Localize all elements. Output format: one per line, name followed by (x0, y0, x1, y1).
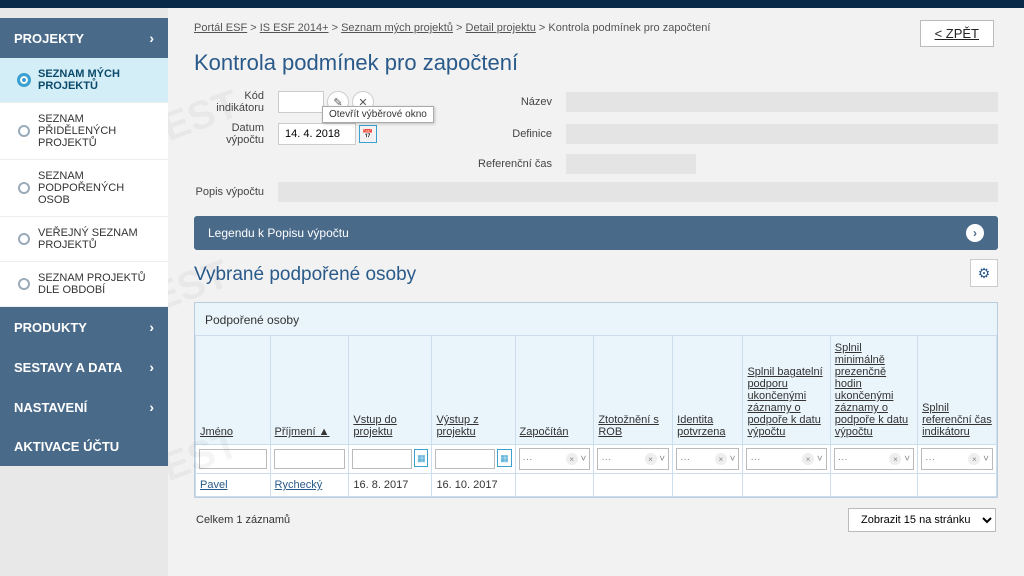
sidebar-item-verejny[interactable]: VEŘEJNÝ SEZNAM PROJEKTŮ (0, 217, 168, 262)
cell-vystup: 16. 10. 2017 (432, 474, 515, 497)
refcas-field (566, 154, 696, 174)
calendar-icon[interactable]: ▦ (497, 449, 511, 467)
calendar-icon[interactable]: 📅 (359, 125, 377, 143)
filter-zapocitan[interactable]: ···× ˅ (519, 448, 591, 470)
chevron-right-icon: › (149, 319, 154, 335)
sidebar-main-projekty[interactable]: PROJEKTY › (0, 18, 168, 58)
page-title: Kontrola podmínek pro započtení (194, 50, 998, 76)
sidebar-item-pridelenych[interactable]: SEZNAM PŘIDĚLENÝCH PROJEKTŮ (0, 103, 168, 160)
col-ztot[interactable]: Ztotožnění s ROB (594, 336, 673, 445)
chevron-right-icon: › (149, 399, 154, 415)
form: Kód indikátoru ✎ ✕ Otevřít výběrové okno… (194, 90, 998, 202)
breadcrumb: Portál ESF > IS ESF 2014+ > Seznam mých … (194, 22, 998, 34)
sidebar-item-dle-obdobi[interactable]: SEZNAM PROJEKTŮ DLE OBDOBÍ (0, 262, 168, 307)
main-content: TEST TEST TEST Portál ESF > IS ESF 2014+… (168, 8, 1024, 576)
filter-bagatelni[interactable]: ···× ˅ (746, 448, 826, 470)
nazev-label: Název (472, 96, 552, 108)
sidebar-main-aktivace[interactable]: AKTIVACE ÚČTU (0, 427, 168, 466)
col-zapocitan[interactable]: Započítán (515, 336, 594, 445)
chevron-right-icon: › (966, 224, 984, 242)
legend-bar[interactable]: Legendu k Popisu výpočtu › (194, 216, 998, 250)
cell-prijmeni[interactable]: Rychecký (275, 479, 323, 491)
kod-label: Kód indikátoru (194, 90, 264, 114)
filter-refcas[interactable]: ···× ˅ (921, 448, 993, 470)
tooltip: Otevřít výběrové okno (322, 106, 434, 123)
sort-asc-icon: ▲ (319, 426, 330, 438)
cell-jmeno[interactable]: Pavel (200, 479, 228, 491)
filter-prezencni[interactable]: ···× ˅ (834, 448, 914, 470)
sidebar: PROJEKTY › SEZNAM MÝCH PROJEKTŮ SEZNAM P… (0, 8, 168, 576)
sidebar-item-seznam-mych[interactable]: SEZNAM MÝCH PROJEKTŮ (0, 58, 168, 103)
col-prijmeni[interactable]: Příjmení ▲ (270, 336, 349, 445)
calendar-icon[interactable]: ▦ (414, 449, 428, 467)
col-vstup[interactable]: Vstup do projektu (349, 336, 432, 445)
filter-ztot[interactable]: ···× ˅ (597, 448, 669, 470)
crumb-portal[interactable]: Portál ESF (194, 22, 247, 34)
popis-label: Popis výpočtu (194, 186, 264, 198)
definice-field (566, 124, 998, 144)
filter-identita[interactable]: ···× ˅ (676, 448, 739, 470)
label: PROJEKTY (14, 31, 84, 46)
back-button[interactable]: < ZPĚT (920, 20, 994, 47)
crumb-current: Kontrola podmínek pro započtení (548, 22, 710, 34)
kod-input[interactable] (278, 91, 324, 113)
label: SESTAVY A DATA (14, 360, 122, 375)
col-prezencni[interactable]: Splnil minimálně prezenčně hodin ukončen… (830, 336, 917, 445)
label: NASTAVENÍ (14, 400, 87, 415)
definice-label: Definice (472, 128, 552, 140)
gear-icon[interactable]: ⚙ (970, 259, 998, 287)
grid-title: Podpořené osoby (195, 303, 997, 335)
col-refcas[interactable]: Splnil referenční čas indikátoru (918, 336, 997, 445)
sidebar-submenu: SEZNAM MÝCH PROJEKTŮ SEZNAM PŘIDĚLENÝCH … (0, 58, 168, 307)
col-bagatelni[interactable]: Splnil bagatelní podporu ukončenými zázn… (743, 336, 830, 445)
filter-row: ▦ ▦ ···× ˅ ···× ˅ ···× ˅ ···× ˅ ···× ˅ ·… (196, 445, 997, 474)
crumb-seznam[interactable]: Seznam mých projektů (341, 22, 453, 34)
datum-label: Datum výpočtu (194, 122, 264, 146)
col-vystup[interactable]: Výstup z projektu (432, 336, 515, 445)
grid: Podpořené osoby Jméno Příjmení ▲ Vstup d… (194, 302, 998, 498)
table-row[interactable]: Pavel Rychecký 16. 8. 2017 16. 10. 2017 (196, 474, 997, 497)
filter-vstup[interactable] (352, 449, 412, 469)
col-jmeno[interactable]: Jméno (196, 336, 271, 445)
nazev-field (566, 92, 998, 112)
section-title: Vybrané podpořené osoby (194, 264, 416, 286)
datum-input[interactable] (278, 123, 356, 145)
cell-vstup: 16. 8. 2017 (349, 474, 432, 497)
sidebar-main-nastaveni[interactable]: NASTAVENÍ › (0, 387, 168, 427)
grid-footer: Celkem 1 záznamů Zobrazit 15 na stránku (194, 498, 998, 536)
legend-label: Legendu k Popisu výpočtu (208, 226, 349, 240)
filter-jmeno[interactable] (199, 449, 267, 469)
total-records: Celkem 1 záznamů (196, 514, 290, 526)
chevron-right-icon: › (149, 359, 154, 375)
popis-field (278, 182, 998, 202)
sidebar-main-sestavy[interactable]: SESTAVY A DATA › (0, 347, 168, 387)
refcas-label: Referenční čas (472, 158, 552, 170)
chevron-right-icon: › (149, 30, 154, 46)
filter-prijmeni[interactable] (274, 449, 346, 469)
crumb-isesf[interactable]: IS ESF 2014+ (260, 22, 329, 34)
label: AKTIVACE ÚČTU (14, 439, 119, 454)
col-identita[interactable]: Identita potvrzena (673, 336, 743, 445)
label: PRODUKTY (14, 320, 87, 335)
page-size-select[interactable]: Zobrazit 15 na stránku (848, 508, 996, 532)
filter-vystup[interactable] (435, 449, 495, 469)
sidebar-item-podporenych[interactable]: SEZNAM PODPOŘENÝCH OSOB (0, 160, 168, 217)
sidebar-main-produkty[interactable]: PRODUKTY › (0, 307, 168, 347)
crumb-detail[interactable]: Detail projektu (466, 22, 536, 34)
